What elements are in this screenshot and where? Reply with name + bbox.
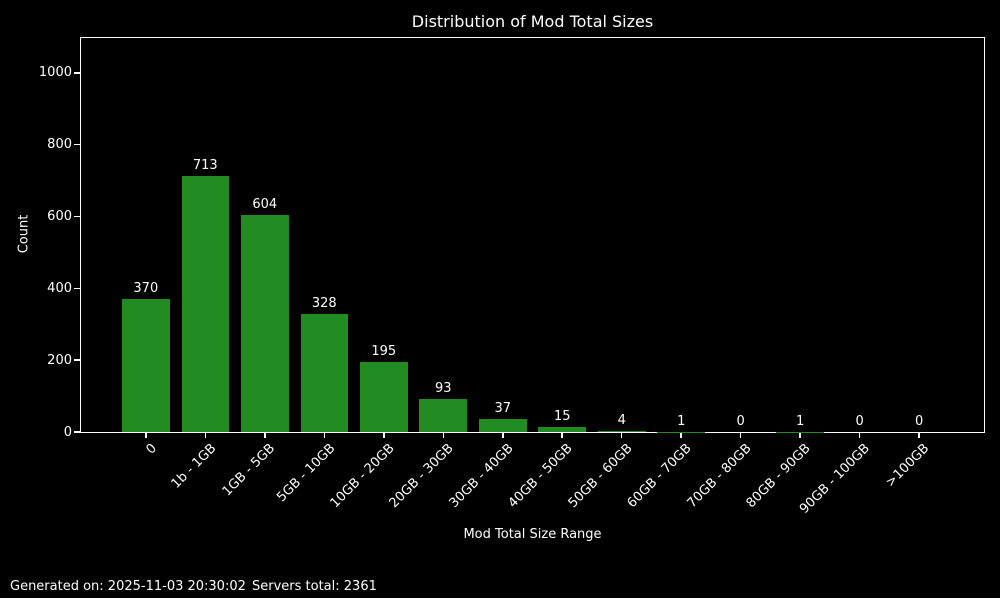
y-tick-label: 1000 [38, 65, 72, 81]
bar-value-label: 195 [371, 343, 397, 359]
footer-servers-total: Servers total: 2361 [252, 579, 377, 594]
bar-value-label: 1 [796, 413, 805, 429]
x-tick-label: 1b - 1GB [168, 441, 219, 492]
y-tick-mark [74, 287, 81, 290]
y-tick-mark [74, 431, 81, 433]
bar-value-label: 604 [252, 197, 278, 213]
x-tick-label: 1GB - 5GB [220, 441, 279, 500]
x-tick-mark [620, 433, 623, 438]
bar [597, 430, 646, 432]
bar-value-label: 370 [133, 281, 159, 297]
x-tick-label: 5GB - 10GB [273, 441, 338, 506]
x-axis-title: Mod Total Size Range [463, 527, 602, 542]
x-tick-mark [918, 433, 920, 438]
x-tick-mark [561, 433, 563, 438]
y-tick-label: 600 [47, 209, 72, 224]
bottom-divider-line [0, 598, 1000, 600]
x-tick-mark [739, 433, 742, 438]
chart-title: Distribution of Mod Total Sizes [411, 12, 654, 31]
x-tick-mark [680, 433, 682, 438]
y-tick-label: 0 [63, 424, 72, 440]
bar-value-label: 15 [553, 408, 571, 424]
bar-value-label: 0 [736, 414, 745, 429]
x-tick-mark [858, 433, 861, 438]
y-tick-label: 800 [47, 137, 72, 153]
y-axis-title: Count [16, 214, 32, 254]
x-tick-label: >100GB [883, 441, 933, 491]
plot-area: 370 713 604 328 195 93 37 15 4 1 0 1 0 0 0 1b - 1GB 1GB… [39, 37, 985, 517]
x-tick-mark [204, 433, 207, 438]
x-tick-mark [145, 433, 147, 438]
y-tick-mark [74, 359, 81, 361]
bar [419, 398, 468, 432]
footer-generated-timestamp: Generated on: 2025-11-03 20:30:02 [10, 579, 246, 594]
bar [538, 426, 587, 432]
x-tick-mark [323, 433, 326, 438]
y-tick-mark [74, 72, 81, 74]
x-tick-mark [264, 433, 266, 438]
x-tick-label: 0 [142, 441, 160, 458]
y-tick-label: 400 [47, 280, 72, 296]
bar [181, 175, 230, 432]
x-tick-mark [442, 433, 445, 438]
bar [359, 361, 408, 432]
bar-value-label: 37 [494, 400, 512, 416]
bar [478, 418, 527, 432]
bar [241, 215, 289, 432]
bar-value-label: 328 [311, 296, 337, 312]
bar [122, 299, 170, 432]
y-tick-mark [74, 215, 81, 218]
bar-value-label: 0 [915, 414, 924, 429]
bar [300, 314, 349, 432]
x-tick-mark [799, 433, 801, 438]
y-tick-label: 200 [47, 352, 72, 368]
x-tick-mark [502, 433, 504, 438]
bar-value-label: 93 [434, 380, 452, 396]
bar-value-label: 0 [855, 414, 864, 429]
bar-value-label: 713 [192, 157, 218, 173]
x-tick-mark [383, 433, 385, 438]
bar-value-label: 4 [617, 412, 626, 428]
y-tick-mark [74, 143, 81, 146]
bar-value-label: 1 [677, 413, 686, 429]
